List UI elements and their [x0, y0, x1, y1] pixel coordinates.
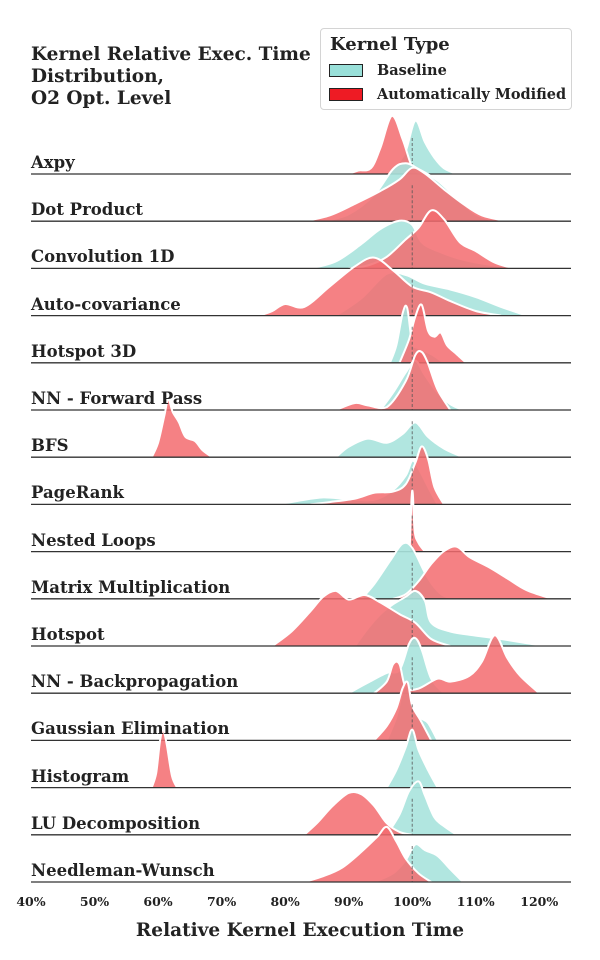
modified-area-needleman-wunsch	[304, 826, 432, 882]
x-axis-label: Relative Kernel Execution Time	[135, 920, 465, 941]
modified-area-convolution-1d	[348, 210, 514, 269]
baseline-area-bfs	[335, 422, 463, 458]
row-label-hotspot-3d: Hotspot 3D	[31, 341, 137, 361]
row-label-gaussian-elimination: Gaussian Elimination	[31, 719, 230, 739]
modified-area-pagerank	[310, 446, 444, 505]
row-label-needleman-wunsch: Needleman-Wunsch	[31, 861, 215, 880]
legend-title: Kernel Type	[330, 34, 450, 55]
modified-outline-nn-backpropagation	[373, 634, 540, 694]
row-label-matrix-multiplication: Matrix Multiplication	[31, 577, 231, 597]
baseline-outline-nn-backpropagation	[348, 636, 445, 695]
x-tick-label: 70%	[206, 894, 237, 909]
legend-label-baseline: Baseline	[377, 62, 447, 79]
ridge-auto-covariance	[31, 256, 571, 317]
modified-outline-gaussian-elimination	[373, 680, 433, 742]
ridge-hotspot	[31, 589, 571, 647]
modified-outline-matrix-multiplication	[392, 545, 553, 600]
row-label-convolution-1d: Convolution 1D	[31, 247, 175, 267]
baseline-area-matrix-multiplication	[361, 542, 457, 599]
legend-swatch-baseline	[329, 64, 363, 77]
baseline-outline-lu-decomposition	[385, 780, 458, 836]
row-label-histogram: Histogram	[31, 766, 130, 786]
x-tick-label: 100%	[393, 894, 432, 909]
modified-outline-nested-loops	[408, 489, 426, 553]
row-label-dot-product: Dot Product	[31, 200, 143, 220]
ridge-lu-decomposition	[31, 780, 571, 836]
x-tick-label: 120%	[520, 894, 559, 909]
x-tick-label: 80%	[270, 894, 300, 909]
ridge-hotspot-3d	[31, 303, 571, 364]
ridge-histogram	[31, 728, 571, 789]
ridge-bfs	[31, 398, 571, 459]
row-label-hotspot: Hotspot	[31, 625, 105, 644]
row-label-nested-loops: Nested Loops	[31, 530, 156, 550]
baseline-area-nn-backpropagation	[348, 637, 444, 694]
modified-area-auto-covariance	[259, 257, 502, 316]
ridge-nn-backpropagation	[31, 634, 571, 695]
modified-outline-lu-decomposition	[303, 790, 413, 836]
modified-area-nn-backpropagation	[374, 635, 540, 694]
ridge-nn-forward-pass	[31, 350, 571, 411]
x-tick-label: 90%	[334, 894, 364, 909]
modified-outline-nn-forward-pass	[335, 350, 452, 411]
baseline-area-lu-decomposition	[386, 781, 457, 835]
row-label-nn-backpropagation: NN - Backpropagation	[31, 672, 239, 692]
modified-outline-hotspot	[271, 589, 451, 647]
ridges-layer	[31, 115, 571, 883]
modified-outline-histogram	[150, 728, 179, 789]
ridge-dot-product	[31, 162, 571, 223]
modified-area-nested-loops	[409, 490, 425, 552]
modified-area-nn-forward-pass	[335, 351, 451, 410]
ridge-gaussian-elimination	[31, 680, 571, 742]
x-tick-label: 60%	[143, 894, 173, 909]
legend-swatch-modified	[329, 88, 363, 101]
modified-area-axpy	[348, 115, 422, 174]
chart-title: Kernel Relative Exec. Time Distribution,…	[31, 44, 311, 109]
ridge-axpy	[31, 115, 571, 175]
baseline-area-hotspot-3d	[389, 305, 444, 363]
modified-outline-bfs	[150, 398, 213, 459]
row-label-pagerank: PageRank	[31, 483, 124, 503]
baseline-outline-histogram	[385, 728, 439, 789]
x-tick-label: 40%	[16, 894, 46, 909]
modified-outline-dot-product	[303, 166, 508, 223]
modified-area-dot-product	[304, 167, 508, 222]
row-label-nn-forward-pass: NN - Forward Pass	[31, 389, 203, 408]
modified-area-matrix-multiplication	[393, 546, 552, 599]
row-label-auto-covariance: Auto-covariance	[31, 294, 181, 314]
legend-label-modified: Automatically Modified	[377, 86, 567, 103]
row-label-axpy: Axpy	[31, 153, 75, 172]
baseline-outline-bfs	[335, 421, 464, 459]
modified-area-lu-decomposition	[304, 791, 413, 835]
x-tick-label: 110%	[456, 894, 495, 909]
modified-area-gaussian-elimination	[374, 681, 432, 741]
ridge-matrix-multiplication	[31, 541, 571, 600]
ridge-pagerank	[31, 445, 571, 506]
row-label-bfs: BFS	[31, 436, 69, 456]
modified-outline-auto-covariance	[259, 256, 502, 317]
row-label-lu-decomposition: LU Decomposition	[31, 813, 201, 833]
modified-outline-pagerank	[310, 445, 445, 506]
legend: Kernel Type Baseline Automatically Modif…	[320, 28, 572, 110]
x-tick-label: 50%	[79, 894, 110, 909]
modified-area-bfs	[151, 399, 213, 458]
ridge-needleman-wunsch	[31, 825, 571, 883]
